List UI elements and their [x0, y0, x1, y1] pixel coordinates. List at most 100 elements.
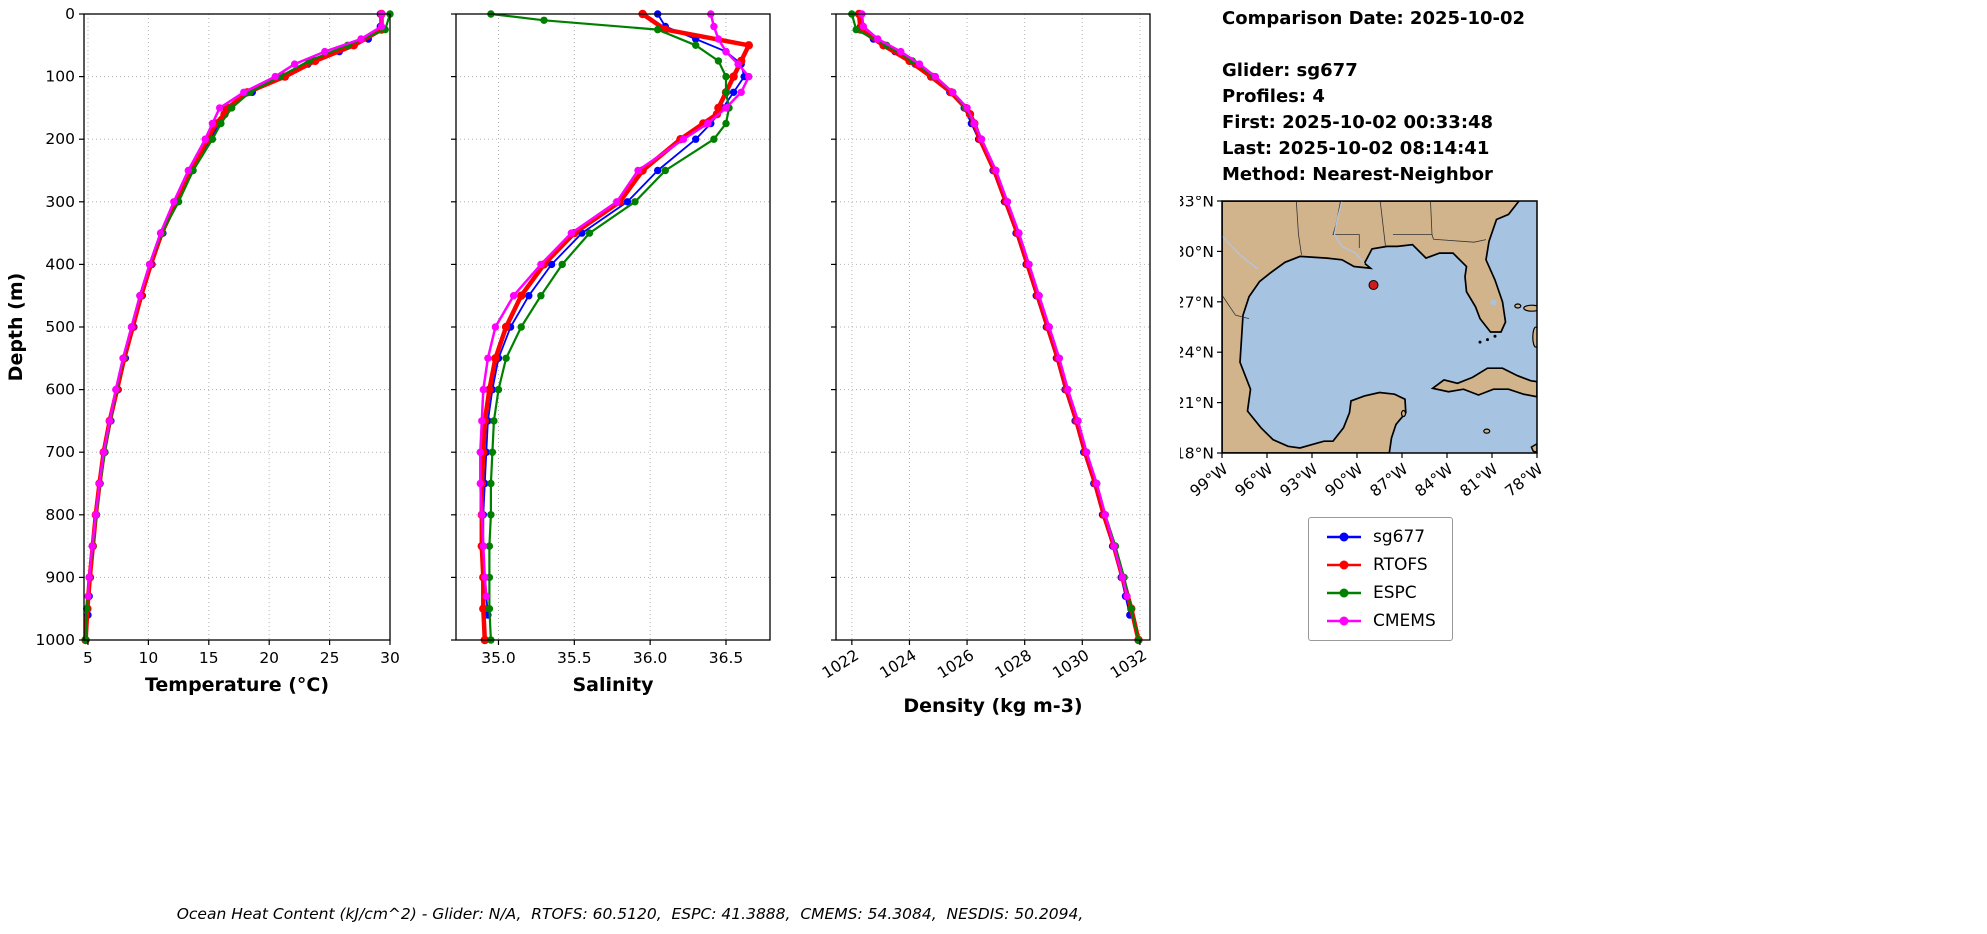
- espc-markers: [485, 10, 733, 644]
- sg677-markers: [479, 10, 748, 619]
- map-svg: 33°N 30°N 27°N 24°N 21°N 18°N99°W96°W93°W90°W…: [1175, 193, 1547, 501]
- small-island: [1523, 304, 1537, 312]
- comparison-date: Comparison Date: 2025-10-02: [1222, 8, 1526, 29]
- cmems-markers: [84, 10, 386, 600]
- svg-text:5: 5: [83, 649, 93, 667]
- svg-text:36.0: 36.0: [633, 649, 668, 667]
- admin-border: [1393, 234, 1487, 243]
- sg677-markers: [856, 10, 1134, 619]
- legend-item-rtofs: RTOFS: [1325, 555, 1436, 575]
- density-chart: 1022 1024 1026 1028 1030 1032 Density (kg m-3): [819, 9, 1151, 717]
- svg-text:1022: 1022: [819, 646, 862, 682]
- svg-text:30°N: 30°N: [1180, 243, 1214, 261]
- legend-item-sg677: sg677: [1325, 527, 1436, 547]
- glider-name: Glider: sg677: [1222, 60, 1358, 81]
- small-island: [1400, 409, 1407, 418]
- ohc-caption: Ocean Heat Content (kJ/cm^2) - Glider: N…: [176, 905, 1084, 923]
- cmems-markers: [476, 10, 753, 600]
- svg-text:200: 200: [45, 130, 75, 148]
- first-profile-time: First: 2025-10-02 00:33:48: [1222, 112, 1494, 133]
- svg-text:33°N: 33°N: [1180, 196, 1214, 211]
- espc-density-line: [850, 12, 1140, 642]
- svg-text:96°W: 96°W: [1232, 460, 1277, 501]
- svg-text:93°W: 93°W: [1277, 460, 1322, 501]
- svg-text:81°W: 81°W: [1457, 460, 1502, 501]
- admin-border: [1430, 201, 1433, 235]
- mainland-landmass: [1222, 201, 1521, 453]
- florida-keys-islet: [1486, 338, 1489, 342]
- y-ticks: 0 100 200 300 400 500 600 700 800 900 1000: [36, 5, 84, 649]
- profiles-count: Profiles: 4: [1222, 86, 1325, 107]
- svg-text:900: 900: [45, 568, 75, 586]
- temperature-axis-label: Temperature (°C): [145, 674, 329, 696]
- cmems-markers: [858, 10, 1131, 600]
- river: [1333, 201, 1365, 265]
- map-lon-ticks: 99°W 96°W 93°W 90°W 87°W 84°W 81°W 78°W: [1187, 453, 1547, 501]
- river: [1222, 235, 1259, 270]
- profile-charts: 5 10 15 20 25 30 0 100 200 300 400 500 600 700 800 900 1…: [0, 0, 1175, 749]
- legend-label: ESPC: [1373, 583, 1417, 603]
- small-island: [1483, 428, 1491, 434]
- legend-label: sg677: [1373, 527, 1426, 547]
- charts-svg: 5 10 15 20 25 3001002003004005006007008009001…: [5, 5, 1151, 717]
- svg-text:1030: 1030: [1049, 646, 1092, 682]
- legend-item-cmems: CMEMS: [1325, 611, 1436, 631]
- cmems-salinity-line: [479, 12, 751, 598]
- legend-line-marker-icon: [1327, 616, 1361, 626]
- florida-keys-islet: [1478, 340, 1482, 344]
- svg-text:84°W: 84°W: [1412, 460, 1457, 501]
- info-spacer: [1222, 32, 1525, 58]
- svg-text:99°W: 99°W: [1187, 460, 1232, 501]
- grid: [836, 13, 1150, 641]
- svg-text:1028: 1028: [992, 646, 1035, 682]
- y-ticks: [451, 13, 456, 641]
- svg-text:25: 25: [320, 649, 340, 667]
- rtofs-markers: [854, 9, 1143, 645]
- svg-text:500: 500: [45, 318, 75, 336]
- admin-border: [1379, 201, 1386, 247]
- temperature-chart: 5 10 15 20 25 3001002003004005006007008009001…: [5, 5, 400, 696]
- map-lat-ticks: 33°N 30°N 27°N 24°N 21°N 18°N: [1175, 193, 1222, 463]
- svg-text:21°N: 21°N: [1180, 394, 1214, 412]
- sg677-salinity-line: [482, 13, 746, 616]
- svg-text:1032: 1032: [1107, 646, 1150, 682]
- glider-position-marker: [1368, 280, 1379, 290]
- jamaica-island: [1530, 442, 1537, 453]
- cmems-density-line: [860, 12, 1129, 598]
- legend-label: RTOFS: [1373, 555, 1428, 575]
- svg-text:10: 10: [139, 649, 159, 667]
- florida-keys-islet: [1493, 334, 1497, 338]
- info-panel: Comparison Date: 2025-10-02 Glider: sg67…: [1222, 6, 1525, 188]
- svg-text:1024: 1024: [877, 646, 920, 682]
- x-ticks: 5 10 15 20 25 30: [83, 640, 400, 667]
- legend-label: CMEMS: [1373, 611, 1436, 631]
- svg-text:36.5: 36.5: [709, 649, 744, 667]
- last-profile-time: Last: 2025-10-02 08:14:41: [1222, 138, 1490, 159]
- density-axis-label: Density (kg m-3): [903, 695, 1082, 717]
- y-ticks: [831, 13, 836, 641]
- svg-text:700: 700: [45, 443, 75, 461]
- svg-text:35.0: 35.0: [481, 649, 516, 667]
- svg-text:18°N: 18°N: [1180, 445, 1214, 463]
- svg-text:0: 0: [65, 5, 75, 23]
- legend-line-marker-icon: [1327, 588, 1361, 598]
- legend-item-espc: ESPC: [1325, 583, 1436, 603]
- svg-text:30: 30: [380, 649, 400, 667]
- sg677-density-line: [859, 13, 1131, 616]
- svg-text:800: 800: [45, 506, 75, 524]
- svg-text:1000: 1000: [36, 631, 75, 649]
- map-frame: [1221, 200, 1538, 454]
- depth-axis-label: Depth (m): [5, 273, 27, 382]
- x-ticks: 35.0 35.5 36.0 36.5: [481, 640, 743, 667]
- small-island: [1532, 326, 1537, 348]
- svg-text:87°W: 87°W: [1367, 460, 1412, 501]
- legend: sg677 RTOFS ESPC CMEMS: [1308, 517, 1453, 641]
- interp-method: Method: Nearest-Neighbor: [1222, 164, 1493, 185]
- admin-border: [1222, 294, 1250, 319]
- svg-text:100: 100: [45, 68, 75, 86]
- svg-text:78°W: 78°W: [1502, 460, 1547, 501]
- svg-text:15: 15: [199, 649, 219, 667]
- map-body: [1222, 201, 1537, 453]
- admin-border: [1295, 201, 1302, 255]
- small-island: [1514, 303, 1522, 309]
